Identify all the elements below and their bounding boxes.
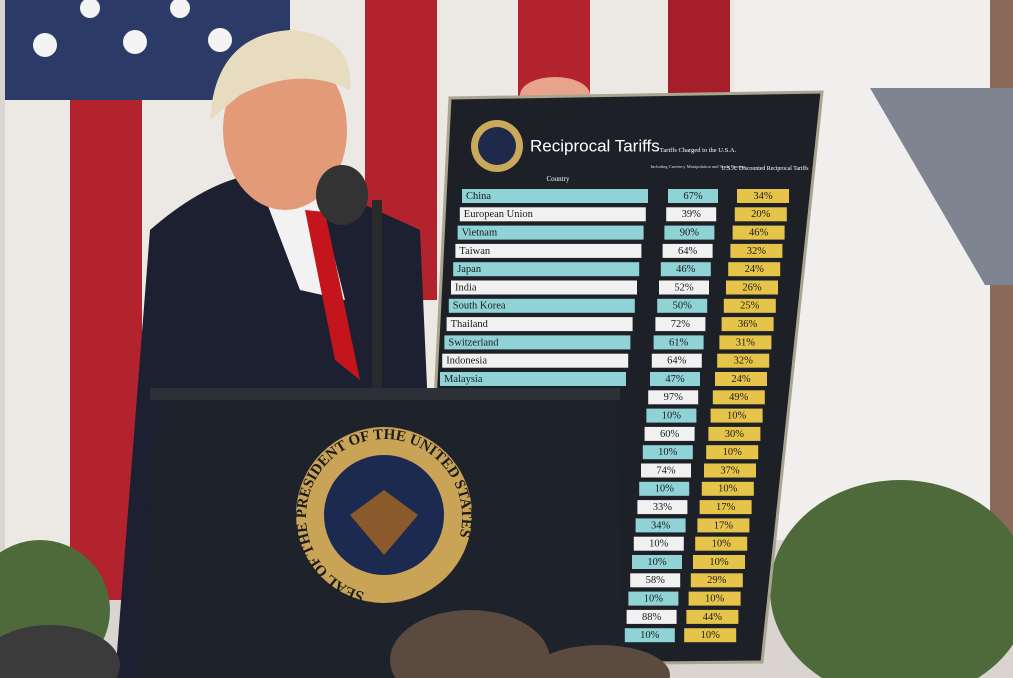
charged-value: 10% [662,411,682,422]
star [33,33,57,57]
star [208,28,232,52]
charged-value: 64% [667,356,687,367]
photo: Reciprocal Tariffs Country Tariffs Charg… [0,0,1013,678]
board-seal-center [478,127,516,165]
board-title: Reciprocal Tariffs [530,136,660,155]
discounted-value: 10% [712,539,732,550]
discounted-value: 10% [727,411,747,422]
charged-value: 58% [646,575,666,586]
charged-value: 10% [655,484,675,495]
country-cell [451,281,637,295]
charged-value: 60% [660,429,680,440]
discounted-value: 32% [747,246,767,257]
discounted-value: 10% [709,557,729,568]
charged-value: 10% [644,594,664,605]
header-country: Country [547,175,570,183]
country-name: Vietnam [462,228,498,239]
charged-value: 97% [664,392,684,403]
header-charged: Tariffs Charged to the U.S.A. [660,147,737,154]
discounted-value: 25% [740,301,760,312]
discounted-value: 36% [738,319,758,330]
country-name: Switzerland [448,337,499,348]
charged-value: 33% [653,502,673,513]
charged-value: 10% [658,447,678,458]
discounted-value: 26% [742,282,762,293]
discounted-value: 31% [736,337,756,348]
discounted-value: 20% [751,209,771,220]
podium-top [150,388,620,400]
charged-value: 61% [669,337,689,348]
charged-value: 34% [651,520,671,531]
charged-value: 47% [665,374,685,385]
discounted-value: 32% [734,356,754,367]
charged-value: 88% [642,612,662,623]
country-name: India [455,282,477,293]
header-discounted: U.S.A. Discounted Reciprocal Tariffs [722,165,810,172]
charged-value: 10% [649,539,669,550]
charged-value: 67% [683,191,703,202]
country-name: China [466,191,491,202]
charged-value: 50% [673,301,693,312]
discounted-value: 44% [703,612,723,623]
charged-value: 10% [647,557,667,568]
country-name: Thailand [451,319,489,330]
mic-stand [372,200,382,390]
discounted-value: 46% [749,228,769,239]
charged-value: 64% [678,246,698,257]
star [123,30,147,54]
charged-value: 74% [656,465,676,476]
discounted-value: 10% [718,484,738,495]
discounted-value: 10% [705,594,725,605]
charged-value: 39% [682,209,702,220]
charged-value: 52% [674,282,694,293]
charged-value: 72% [671,319,691,330]
country-name: Taiwan [459,246,491,257]
country-name: Malaysia [444,374,483,385]
flag-stripe [668,0,730,100]
discounted-value: 24% [745,264,765,275]
discounted-value: 30% [725,429,745,440]
discounted-value: 37% [720,465,740,476]
discounted-value: 34% [753,191,773,202]
discounted-value: 17% [714,520,734,531]
discounted-value: 17% [716,502,736,513]
country-name: European Union [464,209,534,220]
discounted-value: 10% [723,447,743,458]
podium: SEAL OF THE PRESIDENT OF THE UNITED STAT… [140,388,625,678]
discounted-value: 49% [729,392,749,403]
country-name: South Korea [453,301,506,312]
charged-value: 10% [640,630,660,641]
discounted-value: 29% [707,575,727,586]
charged-value: 46% [676,264,696,275]
country-name: Japan [457,264,482,275]
discounted-value: 10% [701,630,721,641]
microphone [316,165,368,225]
discounted-value: 24% [731,374,751,385]
charged-value: 90% [680,228,700,239]
country-name: Indonesia [446,356,487,367]
